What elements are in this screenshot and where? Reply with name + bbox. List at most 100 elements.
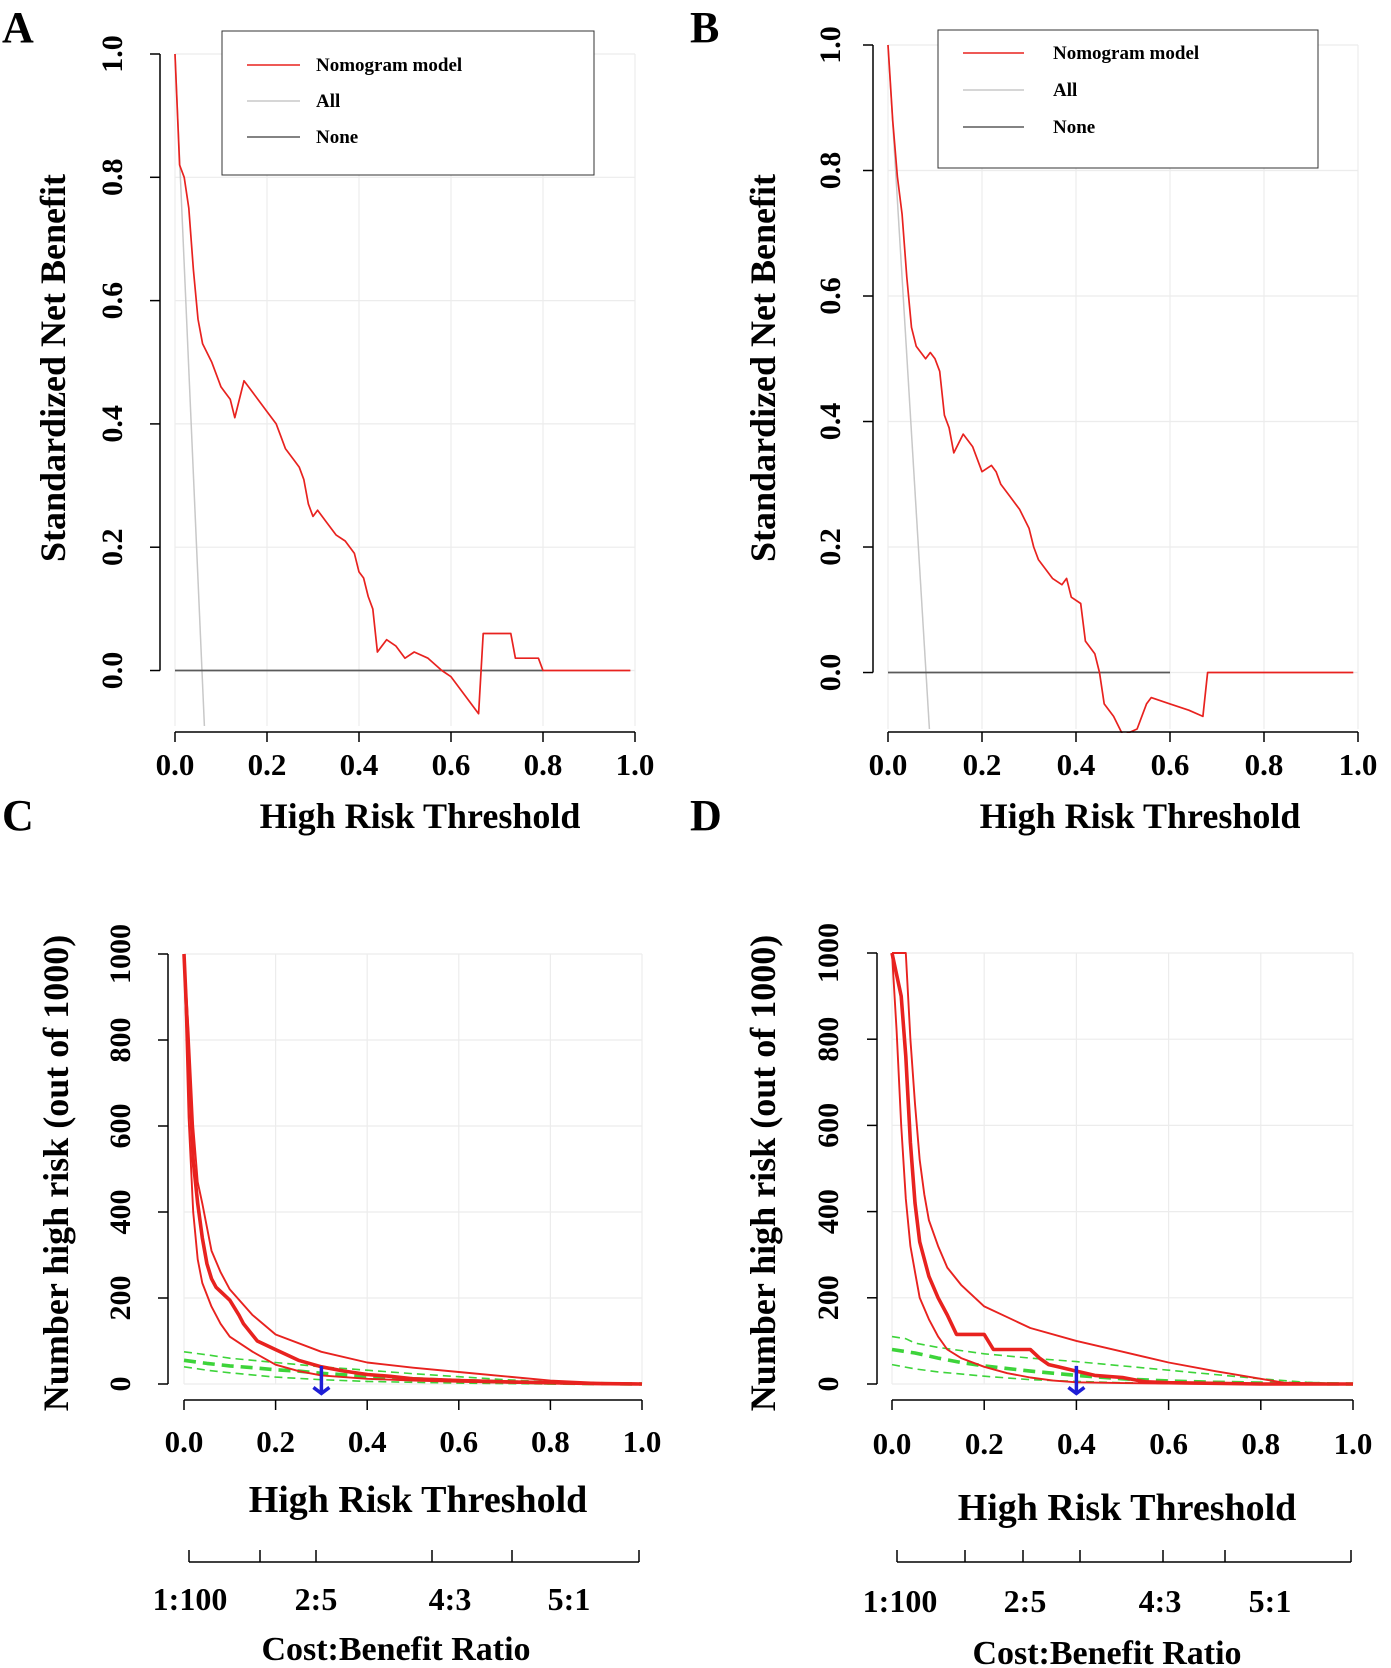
x-tick-label-d: 1.0: [1334, 1426, 1373, 1461]
x-tick-label-a: 1.0: [616, 747, 655, 782]
y-tick-label-b: 0.0: [814, 654, 847, 692]
x-tick-label-d: 0.6: [1149, 1426, 1188, 1461]
y-axis-label-b: Standardized Net Benefit: [743, 174, 783, 562]
legend-label-none-a: None: [316, 127, 358, 148]
cost-benefit-label-c: Cost:Benefit Ratio: [261, 1631, 530, 1668]
cost-benefit-tick-label: 1:100: [863, 1583, 938, 1619]
y-tick-label-c: 400: [104, 1190, 137, 1235]
y-tick-label-a: 0.6: [96, 282, 129, 320]
cost-benefit-label-d: Cost:Benefit Ratio: [972, 1635, 1241, 1668]
y-tick-label-c: 600: [104, 1104, 137, 1149]
plot-d: 0 200 400 600 800 1000 0.0 0.2 0.4 0.6 0.8 1.0: [812, 923, 1372, 1461]
x-tick-label-b: 0.6: [1151, 747, 1190, 782]
panel-label-b: B: [690, 3, 719, 52]
x-tick-label-b: 0.8: [1245, 747, 1284, 782]
cost-benefit-tick-label: 2:5: [1004, 1583, 1047, 1619]
cost-benefit-tick-label: 1:100: [153, 1581, 228, 1617]
y-tick-label-d: 200: [812, 1275, 845, 1320]
series-line-c-number-high-risk-with-event: [183, 1358, 643, 1386]
x-tick-label-b: 0.0: [869, 747, 908, 782]
series-line-a-nomogram-model: [174, 53, 631, 715]
x-axis-label-c: High Risk Threshold: [249, 1479, 588, 1521]
x-tick-label-a: 0.8: [524, 747, 563, 782]
series-group-d: [890, 952, 1354, 1386]
y-tick-label-c: 200: [104, 1276, 137, 1321]
threshold-arrow-d: [1067, 1365, 1086, 1396]
y-tick-label-a: 0.0: [96, 652, 129, 690]
legend-label-all-b: All: [1053, 80, 1077, 101]
legend-label-model-a: Nomogram model: [316, 55, 462, 76]
x-tick-label-d: 0.0: [873, 1426, 912, 1461]
y-tick-label-b: 1.0: [814, 26, 847, 64]
y-tick-label-a: 0.2: [96, 528, 129, 566]
y-tick-label-d: 800: [812, 1017, 845, 1062]
x-tick-label-c: 0.4: [348, 1424, 387, 1459]
cost-benefit-tick-label: 5:1: [548, 1581, 591, 1617]
panel-label-c: C: [2, 791, 34, 840]
cost-benefit-axis-d: 1:100 2:5 4:3 5:1: [863, 1550, 1352, 1619]
series-line-d-number-high-risk-upper-: [892, 952, 1354, 1385]
x-tick-label-c: 0.0: [165, 1424, 204, 1459]
y-tick-label-a: 0.4: [96, 405, 129, 443]
series-line-c-number-high-risk-with-event-lower-: [183, 1366, 642, 1385]
legend-a: Nomogram model All None: [221, 30, 595, 176]
arrow-head: [1067, 1386, 1086, 1396]
series-line-d-number-high-risk-lower-: [891, 952, 1353, 1385]
x-tick-label-a: 0.6: [432, 747, 471, 782]
cost-benefit-tick-label: 2:5: [295, 1581, 338, 1617]
threshold-arrow-c: [312, 1365, 331, 1396]
y-tick-label-b: 0.8: [814, 152, 847, 190]
x-tick-label-a: 0.2: [248, 747, 287, 782]
axes-d: 0 200 400 600 800 1000 0.0 0.2 0.4 0.6 0.8 1.0: [812, 923, 1372, 1461]
x-axis-label-d: High Risk Threshold: [958, 1487, 1297, 1529]
plot-c: 0 200 400 600 800 1000 0.0 0.2 0.4 0.6 0.8 1.0: [104, 924, 661, 1459]
legend-b: Nomogram model All None: [937, 29, 1319, 169]
y-axis-label-d: Number high risk (out of 1000): [743, 935, 783, 1411]
series-line-c-number-high-risk-with-event-upper-: [183, 1351, 643, 1385]
y-axis-label-c: Number high risk (out of 1000): [36, 935, 76, 1411]
y-tick-label-d: 0: [812, 1377, 845, 1392]
cost-benefit-tick-label: 4:3: [1139, 1583, 1182, 1619]
y-tick-label-c: 0: [104, 1377, 137, 1392]
arrow-head: [312, 1386, 331, 1396]
cost-benefit-tick-label: 5:1: [1249, 1583, 1292, 1619]
gridlines-d: [891, 952, 1354, 1385]
series-line-c-number-high-risk-upper-: [183, 953, 643, 1385]
x-tick-label-d: 0.4: [1057, 1426, 1096, 1461]
series-line-d-number-high-risk: [890, 952, 1353, 1386]
panel-d: D 0 200 400 600 800 1000 0.0 0.2 0.4 0.6 0.8 1.0 Hi…: [690, 791, 1372, 1668]
x-tick-label-a: 0.4: [340, 747, 379, 782]
legend-label-all-a: All: [316, 91, 340, 112]
x-tick-label-d: 0.2: [965, 1426, 1004, 1461]
panel-c: C 0 200 400 600 800 1000 0.0 0.2 0.4 0.6 0.8 1.0 Hi…: [2, 791, 661, 1668]
panel-label-d: D: [690, 791, 722, 840]
y-tick-label-b: 0.2: [814, 528, 847, 566]
series-group-a: [174, 53, 631, 727]
y-tick-label-a: 0.8: [96, 159, 129, 197]
x-tick-label-b: 1.0: [1339, 747, 1378, 782]
legend-label-none-b: None: [1053, 117, 1095, 138]
x-tick-label-a: 0.0: [156, 747, 195, 782]
x-tick-label-d: 0.8: [1241, 1426, 1280, 1461]
y-axis-label-a: Standardized Net Benefit: [33, 174, 73, 562]
series-line-c-number-high-risk-lower-: [183, 953, 643, 1385]
axes-c: 0 200 400 600 800 1000 0.0 0.2 0.4 0.6 0.8 1.0: [104, 924, 661, 1459]
gridlines-c: [183, 953, 643, 1385]
y-tick-label-c: 800: [104, 1018, 137, 1063]
y-tick-label-a: 1.0: [96, 35, 129, 73]
axes-a: 0.0 0.2 0.4 0.6 0.8 1.0 0.0 0.2 0.4 0.6 0.8 1.0: [96, 35, 654, 782]
panel-b: B 0.0 0.2 0.4 0.6 0.8 1.0 0.0 0.2 0.4 0.6 0.8 1.0 N…: [690, 3, 1377, 836]
series-line-b-nomogram-model: [887, 44, 1354, 733]
cost-benefit-tick-label: 4:3: [429, 1581, 472, 1617]
cost-benefit-axis-c: 1:100 2:5 4:3 5:1: [153, 1550, 640, 1617]
y-tick-label-b: 0.4: [814, 403, 847, 441]
y-tick-label-d: 1000: [812, 923, 845, 983]
series-line-b-all: [887, 44, 931, 730]
x-tick-label-b: 0.4: [1057, 747, 1096, 782]
y-tick-label-d: 400: [812, 1189, 845, 1234]
series-group-c: [182, 953, 643, 1386]
x-axis-label-b: High Risk Threshold: [980, 796, 1301, 836]
panel-label-a: A: [2, 3, 34, 52]
series-group-b: [887, 44, 1354, 733]
